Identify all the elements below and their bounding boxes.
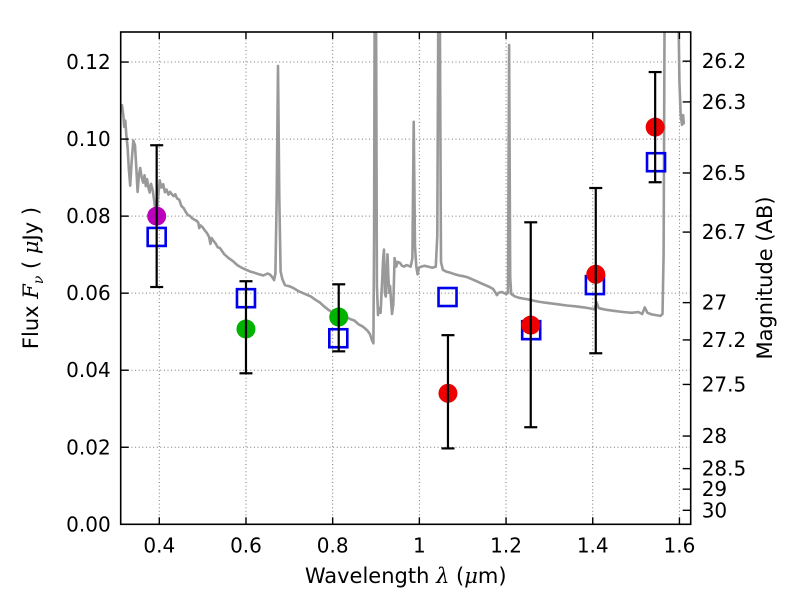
plot-frame	[119, 31, 692, 526]
x-tick-label: 0.4	[143, 533, 175, 557]
grid	[120, 32, 691, 525]
magnitude-tick-label: 26.5	[702, 161, 747, 185]
axis-label-part: μ	[464, 564, 478, 588]
ticks	[120, 32, 691, 525]
flux-tick-label: 0.00	[66, 512, 111, 536]
axis-label-part: Flux	[19, 299, 43, 349]
left-y-axis-label: Flux Fν ( μJy )	[19, 207, 47, 349]
magnitude-tick-label: 26.3	[702, 90, 747, 114]
axis-label-part: F	[19, 283, 43, 300]
magnitude-tick-label: 26.2	[702, 49, 747, 73]
flux-tick-label: 0.10	[66, 127, 111, 151]
axis-label-part: (	[19, 254, 43, 276]
flux-tick-label: 0.02	[66, 435, 111, 459]
right-y-axis-label: Magnitude (AB)	[753, 196, 777, 359]
magnitude-tick-label: 27.2	[702, 328, 747, 352]
spectrum-line	[120, 32, 686, 345]
magnitude-tick-label: 27	[702, 291, 727, 315]
flux-tick-label: 0.12	[66, 50, 111, 74]
x-axis-label: Wavelength λ (μm)	[305, 564, 507, 588]
axis-label-part: m)	[478, 564, 507, 588]
x-tick-label: 1.2	[490, 533, 522, 557]
flux-tick-label: 0.04	[66, 358, 111, 382]
axis-label-part: λ	[435, 564, 449, 588]
photometry-open-squares-marker	[437, 286, 458, 308]
magnitude-tick-label: 30	[702, 498, 727, 522]
error-bars	[150, 70, 662, 450]
magnitude-tick-label: 27.5	[702, 372, 747, 396]
x-tick-label: 0.8	[317, 533, 349, 557]
flux-tick-label: 0.06	[66, 281, 111, 305]
magnitude-tick-label: 29	[702, 477, 727, 501]
magnitude-tick-label: 28	[702, 424, 727, 448]
x-tick-label: 1	[413, 533, 426, 557]
axis-label-part: ν	[31, 275, 47, 284]
axis-label-part: (	[449, 564, 464, 588]
magnitude-tick-label: 26.7	[702, 220, 747, 244]
axis-label-part: Jy )	[19, 207, 43, 243]
axis-label-part: μ	[19, 240, 43, 254]
flux-tick-label: 0.08	[66, 204, 111, 228]
x-tick-label: 0.6	[230, 533, 262, 557]
axis-label-part: Wavelength	[305, 564, 436, 588]
magnitude-tick-label: 28.5	[702, 457, 747, 481]
markers	[146, 117, 667, 403]
x-tick-label: 1.4	[577, 533, 609, 557]
x-tick-label: 1.6	[664, 533, 696, 557]
